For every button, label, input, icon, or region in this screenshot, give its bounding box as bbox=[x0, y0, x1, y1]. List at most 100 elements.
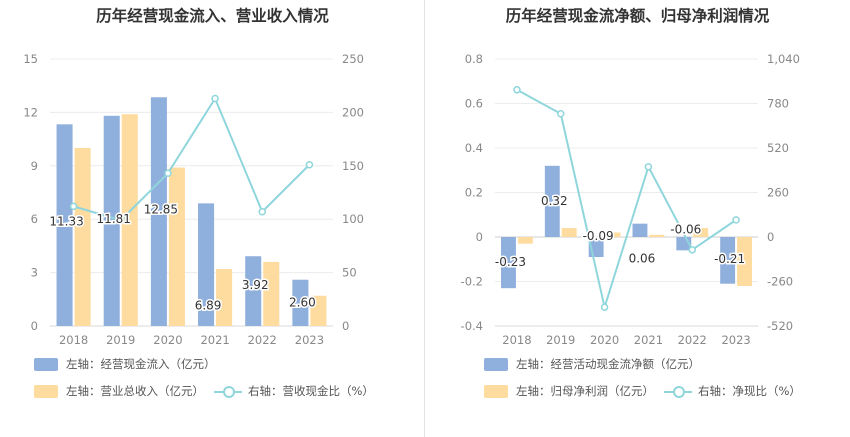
series-line bbox=[516, 88, 737, 312]
bar-secondary bbox=[121, 114, 138, 327]
bar-secondary bbox=[310, 295, 327, 326]
y-left-tick-label: 6 bbox=[31, 212, 38, 226]
chart-panel-cashflow-revenue: 历年经营现金流入、营业收入情况 0 3 6 9 12 15 0 50 100 150 200 250 2… bbox=[23, 7, 384, 399]
legend-swatch-blue bbox=[484, 357, 508, 371]
bar-primary bbox=[292, 279, 309, 326]
data-label: 11.33 bbox=[49, 214, 83, 228]
bar-secondary bbox=[517, 237, 533, 244]
legend-item-cash-inflow[interactable]: 左轴：经营现金流入（亿元） bbox=[34, 356, 216, 372]
y-right-tick-label: 100 bbox=[342, 212, 364, 226]
x-tick-label: 2018 bbox=[502, 333, 531, 347]
bar-secondary bbox=[168, 167, 185, 326]
line-point bbox=[644, 163, 653, 171]
legend-label: 右轴：净现比（%） bbox=[698, 384, 801, 398]
line-point bbox=[600, 303, 609, 311]
bar-primary bbox=[150, 97, 167, 327]
line-point bbox=[557, 110, 565, 118]
line-point bbox=[258, 207, 266, 216]
bar-primary bbox=[56, 124, 73, 327]
data-label: -0.06 bbox=[670, 222, 701, 236]
y-right-tick-label: -260 bbox=[767, 275, 793, 289]
x-tick-label: 2021 bbox=[634, 333, 663, 347]
y-right-tick-label: 200 bbox=[342, 105, 364, 119]
line-point bbox=[688, 246, 696, 254]
y-left-tick-label: 0 bbox=[476, 230, 483, 244]
y-left-tick-label: 0.2 bbox=[465, 186, 483, 200]
y-left-tick-label: 12 bbox=[23, 105, 38, 119]
legend-label: 左轴：经营活动现金流净额（亿元） bbox=[516, 357, 700, 371]
y-right-tick-label: 0 bbox=[342, 319, 349, 333]
bar-secondary bbox=[693, 228, 709, 237]
legend-item-cash-ratio[interactable]: 右轴：营收现金比（%） bbox=[214, 383, 374, 399]
y-left-tick-label: -0.4 bbox=[461, 319, 483, 333]
legend-label: 左轴：营业总收入（亿元） bbox=[66, 384, 204, 398]
data-label: 6.89 bbox=[195, 298, 222, 312]
bar-secondary bbox=[263, 261, 280, 326]
y-left-tick-label: 15 bbox=[23, 52, 38, 66]
y-right-tick-label: -520 bbox=[767, 319, 793, 333]
y-left-tick-label: 0.8 bbox=[465, 52, 483, 66]
chart-plot-area: -0.4 -0.2 0 0.2 0.4 0.6 0.8 -520 -260 0 260 520 780 1… bbox=[461, 52, 800, 347]
legend-line-marker-icon bbox=[664, 385, 692, 398]
y-left-tick-label: 0.4 bbox=[465, 141, 483, 155]
legend-row: 左轴：经营活动现金流净额（亿元） bbox=[484, 356, 710, 372]
bar-primary bbox=[632, 223, 648, 237]
legend-swatch-orange bbox=[34, 384, 58, 398]
data-label: -0.09 bbox=[583, 229, 614, 243]
y-right-tick-label: 520 bbox=[767, 141, 789, 155]
bar-secondary bbox=[737, 237, 752, 286]
legend-item-net-cash[interactable]: 左轴：经营活动现金流净额（亿元） bbox=[484, 356, 700, 372]
x-tick-label: 2021 bbox=[200, 333, 229, 347]
x-tick-label: 2022 bbox=[248, 333, 277, 347]
data-label: -0.23 bbox=[495, 255, 526, 269]
data-label: -0.21 bbox=[714, 252, 745, 266]
x-tick-label: 2019 bbox=[106, 333, 135, 347]
chart-title: 历年经营现金流入、营业收入情况 bbox=[96, 7, 329, 25]
line-point bbox=[513, 86, 521, 94]
legend-label: 左轴：归母净利润（亿元） bbox=[516, 384, 654, 398]
legend-row: 左轴：经营现金流入（亿元） bbox=[34, 356, 226, 372]
line-point bbox=[732, 216, 740, 224]
legend-line-marker-icon bbox=[214, 385, 242, 398]
line-point bbox=[69, 202, 78, 211]
y-right-tick-label: 250 bbox=[342, 52, 364, 66]
bar-secondary bbox=[74, 148, 91, 326]
legend-label: 左轴：经营现金流入（亿元） bbox=[66, 357, 216, 371]
legend-item-net-profit[interactable]: 左轴：归母净利润（亿元） bbox=[484, 383, 654, 399]
series-line bbox=[73, 96, 311, 222]
legend-item-revenue[interactable]: 左轴：营业总收入（亿元） bbox=[34, 383, 204, 399]
bar-secondary bbox=[216, 269, 233, 326]
y-right-tick-label: 1,040 bbox=[767, 52, 800, 66]
data-label: 2.60 bbox=[289, 296, 316, 310]
line-point bbox=[305, 160, 314, 169]
x-tick-label: 2020 bbox=[590, 333, 619, 347]
panel-divider bbox=[424, 0, 425, 437]
x-tick-label: 2022 bbox=[678, 333, 707, 347]
line-point bbox=[164, 169, 172, 178]
data-label: 12.85 bbox=[144, 202, 178, 216]
y-left-tick-label: 3 bbox=[31, 266, 38, 280]
y-right-tick-label: 0 bbox=[767, 230, 774, 244]
legend-swatch-blue bbox=[34, 357, 58, 371]
chart-title: 历年经营现金流净额、归母净利润情况 bbox=[505, 7, 770, 25]
bar-secondary bbox=[649, 234, 665, 237]
x-tick-label: 2023 bbox=[295, 333, 324, 347]
bar-primary bbox=[544, 165, 560, 237]
bar-primary bbox=[103, 115, 120, 326]
x-tick-label: 2019 bbox=[546, 333, 575, 347]
bar-primary bbox=[720, 237, 736, 284]
chart-panel-netcash-netprofit: 历年经营现金流净额、归母净利润情况 -0.4 -0.2 0 0.2 0.4 0.6 0.8-… bbox=[425, 0, 850, 437]
legend-swatch-orange bbox=[484, 384, 508, 398]
legend-row: 左轴：营业总收入（亿元） 右轴：营收现金比（%） bbox=[34, 383, 384, 399]
data-label: 0.32 bbox=[541, 194, 568, 208]
legend-item-net-cash-ratio[interactable]: 右轴：净现比（%） bbox=[664, 383, 801, 399]
bar-primary bbox=[198, 203, 215, 326]
x-tick-label: 2023 bbox=[721, 333, 750, 347]
data-label: 3.92 bbox=[242, 278, 269, 292]
y-right-tick-label: 50 bbox=[342, 266, 357, 280]
y-right-tick-label: 150 bbox=[342, 159, 364, 173]
data-label: 0.06 bbox=[629, 252, 656, 266]
data-label: 11.81 bbox=[97, 212, 131, 226]
bar-primary bbox=[501, 237, 516, 289]
